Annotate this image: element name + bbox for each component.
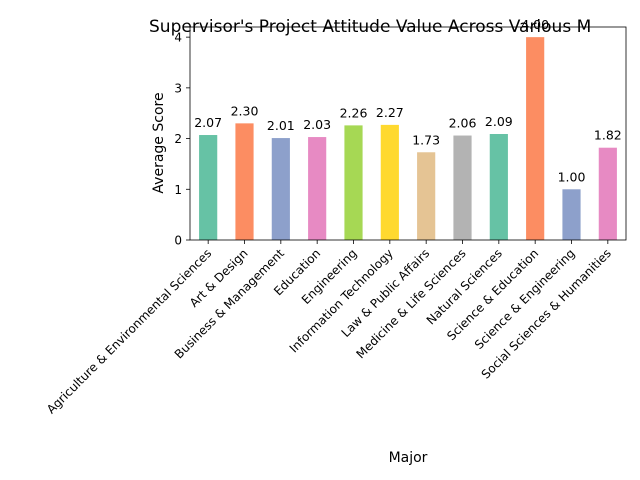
data-label: 2.07 — [194, 115, 222, 130]
bar — [453, 135, 472, 240]
bar — [489, 134, 508, 240]
y-tick-label: 4 — [174, 31, 182, 45]
bar — [526, 37, 545, 241]
data-label: 1.00 — [558, 169, 586, 184]
data-label: 2.01 — [267, 118, 295, 133]
data-label: 2.03 — [303, 117, 331, 132]
y-tick-label: 0 — [174, 234, 182, 248]
bar — [344, 125, 363, 240]
bar — [380, 124, 399, 240]
bars-group — [199, 37, 617, 241]
bar — [308, 137, 327, 240]
data-label: 2.30 — [231, 103, 259, 118]
bar — [235, 123, 254, 240]
y-ticks-group: 0 1 2 3 4 — [174, 31, 190, 248]
bar — [199, 135, 218, 240]
data-label: 2.09 — [485, 114, 513, 129]
data-label: 2.27 — [376, 105, 404, 120]
y-tick-label: 1 — [174, 183, 182, 197]
y-tick-label: 3 — [174, 81, 182, 95]
y-axis-label: Average Score — [151, 92, 167, 193]
bar — [271, 138, 290, 240]
data-label: 4.00 — [521, 17, 549, 32]
x-axis-label: Major — [389, 450, 428, 466]
data-label: 1.73 — [412, 132, 440, 147]
bar — [417, 152, 436, 240]
data-label: 1.82 — [594, 128, 622, 143]
bar — [598, 147, 617, 240]
axes-group — [189, 26, 627, 241]
data-label: 2.26 — [340, 105, 368, 120]
bar — [562, 189, 581, 240]
y-tick-label: 2 — [174, 132, 182, 146]
plot-frame — [189, 26, 627, 241]
data-label: 2.06 — [449, 116, 477, 131]
data-labels-group: 2.07 2.30 2.01 2.03 2.26 2.27 1.73 2.06 2.09 4.00… — [194, 17, 622, 184]
chart-title: Supervisor's Project Attitude Value Acro… — [149, 17, 591, 37]
x-ticks-group: Agriculture & Environmental SciencesArt … — [44, 240, 614, 417]
x-tick-label: Agriculture & Environmental Sciences — [44, 246, 214, 416]
